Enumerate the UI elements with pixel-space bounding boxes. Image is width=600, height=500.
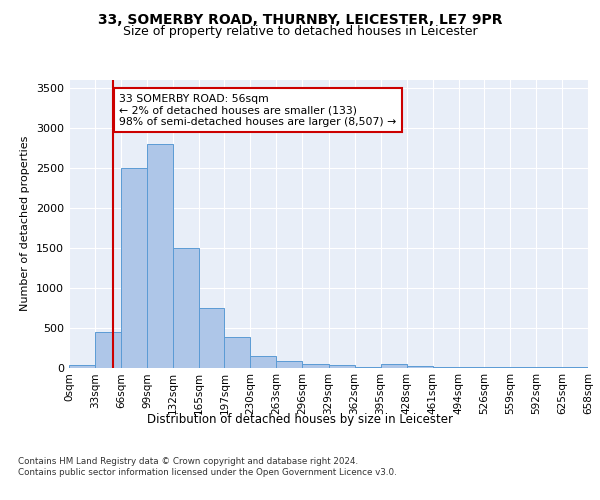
Text: 33, SOMERBY ROAD, THURNBY, LEICESTER, LE7 9PR: 33, SOMERBY ROAD, THURNBY, LEICESTER, LE… xyxy=(98,12,502,26)
Bar xyxy=(407,366,433,368)
Bar xyxy=(380,364,407,368)
Bar xyxy=(277,361,302,368)
Bar xyxy=(173,248,199,368)
Text: Distribution of detached houses by size in Leicester: Distribution of detached houses by size … xyxy=(147,412,453,426)
Y-axis label: Number of detached properties: Number of detached properties xyxy=(20,136,31,312)
Bar xyxy=(329,365,355,368)
Text: Size of property relative to detached houses in Leicester: Size of property relative to detached ho… xyxy=(122,25,478,38)
Bar xyxy=(302,364,329,368)
Bar xyxy=(224,337,250,368)
Text: Contains HM Land Registry data © Crown copyright and database right 2024.
Contai: Contains HM Land Registry data © Crown c… xyxy=(18,458,397,477)
Bar xyxy=(69,365,95,368)
Bar xyxy=(250,356,277,368)
Text: 33 SOMERBY ROAD: 56sqm
← 2% of detached houses are smaller (133)
98% of semi-det: 33 SOMERBY ROAD: 56sqm ← 2% of detached … xyxy=(119,94,397,127)
Bar xyxy=(199,308,224,368)
Bar xyxy=(121,168,147,368)
Bar xyxy=(95,332,121,368)
Bar xyxy=(147,144,173,368)
